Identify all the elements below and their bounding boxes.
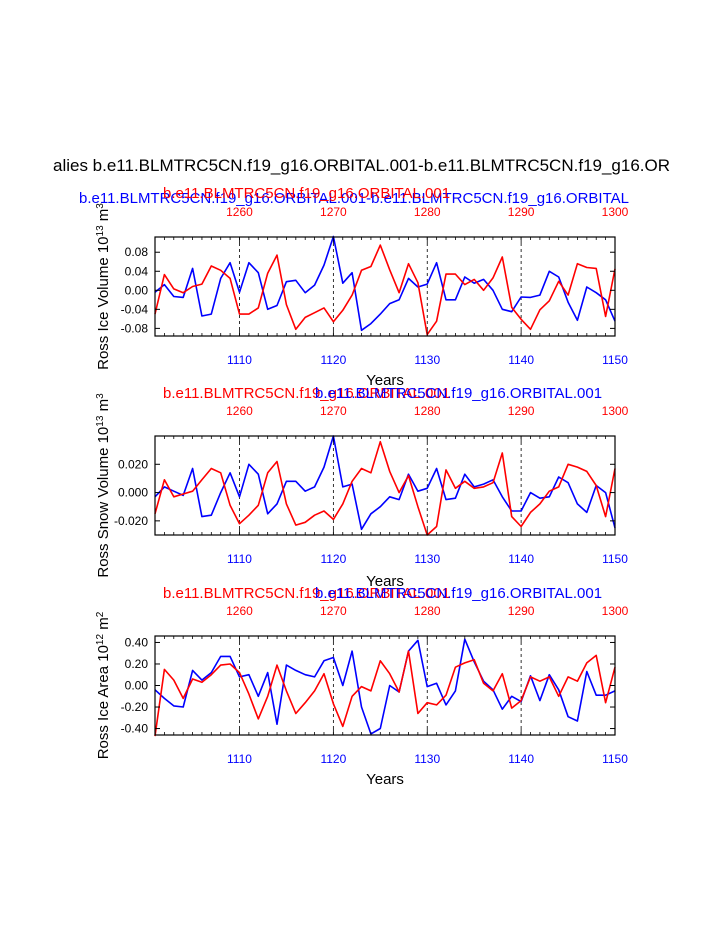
series-line-red [154,440,616,536]
panel-ross-ice-volume: 0.08 0.04 0.00 -0.04 -0.08 1110 1120 1130 1140 11… [95,203,629,389]
x-bottom-tick-label: 1140 [508,752,534,766]
x-top-tick-label: 1260 [226,604,253,618]
y-axis-title-part: m [95,209,112,226]
y-axis-title-part: m [95,399,112,416]
series-line-blue [154,235,616,332]
series-line-blue [154,638,616,735]
overlap-title-blue: b.e11.BLMTRC5CN.f19_g16.ORBITAL.001-b.e1… [79,190,629,207]
y-axis-title-part: 13 [95,225,106,237]
panel-title-blue: b.e11.BLMTRC5CN.f19_g16.ORBITAL.001 [315,385,602,402]
x-bottom-tick-label: 1150 [602,552,628,566]
x-bottom-tick-label: 1110 [227,552,252,566]
x-bottom-tick-label: 1110 [227,353,252,367]
x-bottom-tick-label: 1110 [227,752,252,766]
y-tick-label: 0.00 [125,283,149,297]
x-axis-title: Years [366,771,404,788]
y-tick-label: 0.20 [125,657,149,671]
x-top-tick-label: 1280 [414,604,441,618]
y-tick-label: -0.20 [121,700,149,714]
x-top-tick-label: 1300 [602,604,629,618]
x-bottom-tick-label: 1150 [602,752,628,766]
y-axis-title-part: 3 [95,203,106,209]
overlap-title-red: b.e11.BLMTRC5CN.f19_g16.ORBITAL.001 [163,185,451,202]
y-axis-title-part: 12 [95,634,106,646]
y-axis-title-part: Ross Ice Volume 10 [95,236,112,369]
x-bottom-tick-label: 1120 [320,752,346,766]
x-top-tick-label: 1270 [320,205,347,219]
y-axis-title-part: Ross Snow Volume 10 [95,427,112,578]
y-axis-title-part: 13 [95,415,106,427]
panel-title-blue: b.e11.BLMTRC5CN.f19_g16.ORBITAL.001 [315,585,602,602]
x-top-tick-label: 1280 [414,404,441,418]
panel-title-red: b.e11.BLMTRC5CN.f19_g16.ORBITAL.001 [163,585,450,602]
y-axis-title: Ross Snow Volume 1013 m3 [95,393,113,578]
plot-frame [154,236,616,337]
x-axis-title: Years [366,372,404,389]
series-line-red [154,244,616,336]
x-bottom-tick-label: 1140 [508,552,534,566]
y-axis-title-part: Ross Ice Area 10 [95,645,112,759]
y-tick-label: 0.000 [118,486,148,500]
series-line-blue [154,435,616,531]
x-bottom-tick-label: 1130 [414,353,440,367]
x-bottom-tick-label: 1130 [414,552,440,566]
panel-title-red: b.e11.BLMTRC5CN.f19_g16.ORBITAL.001 [163,385,450,402]
y-axis-title-part: 3 [95,393,106,399]
x-bottom-tick-label: 1120 [320,353,346,367]
x-bottom-tick-label: 1120 [320,552,346,566]
x-top-tick-label: 1270 [320,604,347,618]
panel-ross-ice-area: b.e11.BLMTRC5CN.f19_g16.ORBITAL.001b.e11… [95,585,629,788]
y-axis-title: Ross Ice Volume 1013 m3 [95,203,113,370]
x-bottom-tick-label: 1150 [602,353,628,367]
x-top-tick-label: 1300 [602,205,629,219]
x-top-tick-label: 1290 [508,604,535,618]
x-bottom-tick-label: 1140 [508,353,534,367]
page-title: alies b.e11.BLMTRC5CN.f19_g16.ORBITAL.00… [52,156,670,175]
y-tick-label: 0.00 [125,679,149,693]
y-tick-label: 0.04 [125,264,149,278]
panel-ross-snow-volume: b.e11.BLMTRC5CN.f19_g16.ORBITAL.001b.e11… [95,385,629,590]
y-tick-label: -0.40 [121,722,149,736]
y-tick-label: 0.08 [125,245,149,259]
series-line-red [154,650,616,737]
x-top-tick-label: 1270 [320,404,347,418]
x-top-tick-label: 1290 [508,205,535,219]
x-top-tick-label: 1290 [508,404,535,418]
y-tick-label: 0.020 [118,457,148,471]
y-tick-label: -0.020 [114,514,148,528]
x-top-tick-label: 1300 [602,404,629,418]
plot-frame [154,435,616,536]
x-axis-title: Years [366,573,404,590]
y-axis-title-part: m [95,617,112,634]
x-bottom-tick-label: 1130 [414,752,440,766]
y-tick-label: 0.40 [125,635,149,649]
x-top-tick-label: 1260 [226,205,253,219]
y-axis-title-part: 2 [95,611,106,617]
x-top-tick-label: 1260 [226,404,253,418]
x-top-tick-label: 1280 [414,205,441,219]
y-axis-title: Ross Ice Area 1012 m2 [95,611,113,759]
y-tick-label: -0.08 [121,321,149,335]
y-tick-label: -0.04 [121,302,149,316]
